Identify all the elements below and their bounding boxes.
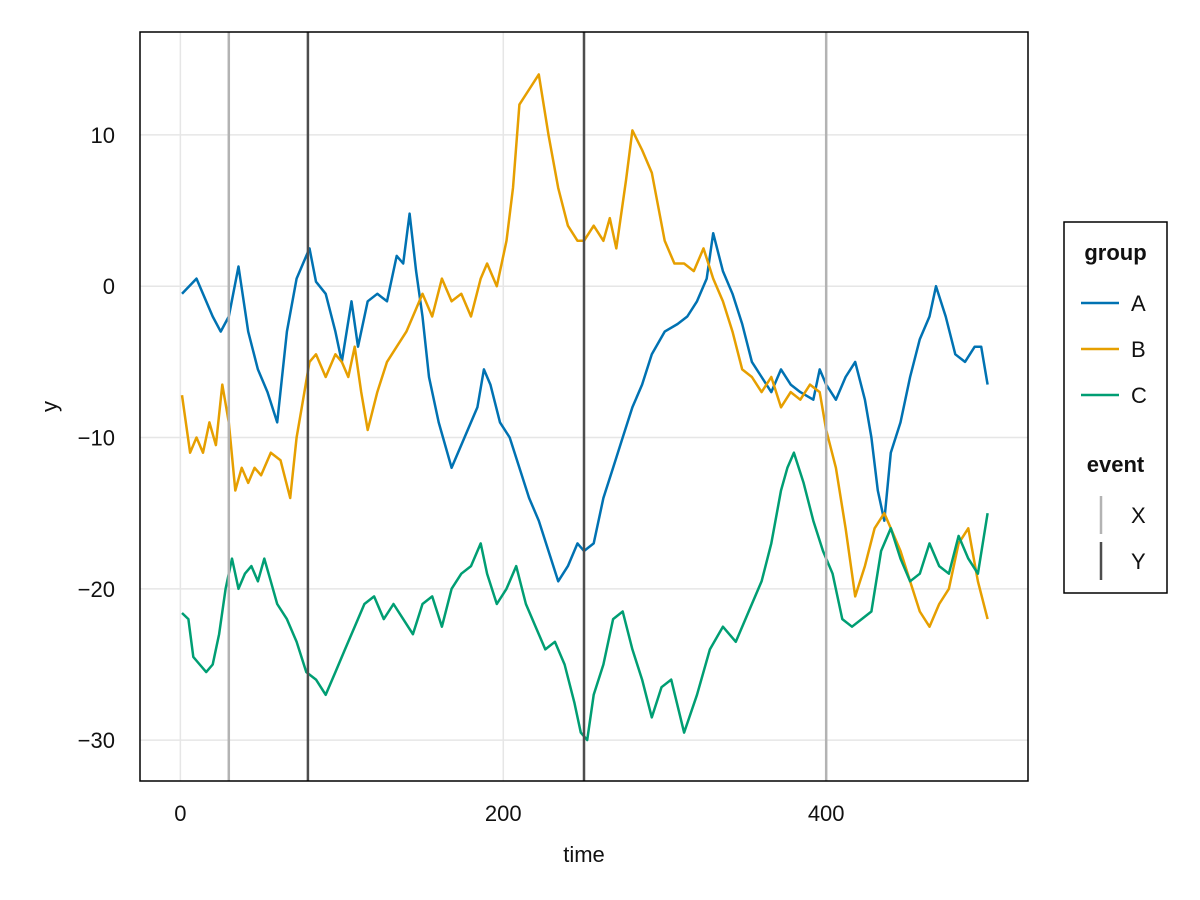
legend-label-a: A xyxy=(1131,291,1146,316)
legend-event-title: event xyxy=(1087,452,1145,477)
event-lines xyxy=(227,32,828,781)
y-tick-label: 0 xyxy=(103,274,115,299)
x-tick-label: 0 xyxy=(174,801,186,826)
plot-frame xyxy=(139,31,1029,782)
y-axis-label: y xyxy=(37,401,62,412)
y-tick-label: 10 xyxy=(91,123,115,148)
x-axis-ticks: 0 200 400 xyxy=(174,801,844,826)
x-tick-label: 200 xyxy=(485,801,522,826)
series-line-b xyxy=(180,73,989,628)
legend-label-y: Y xyxy=(1131,549,1146,574)
legend: group ABC event XY xyxy=(1063,221,1168,594)
legend-group-items: ABC xyxy=(1081,291,1147,408)
y-tick-label: −10 xyxy=(78,426,115,451)
x-tick-label: 400 xyxy=(808,801,845,826)
legend-label-b: B xyxy=(1131,337,1146,362)
y-axis-ticks: 10 0 −10 −20 −30 xyxy=(78,123,115,753)
legend-box xyxy=(1063,221,1168,594)
legend-group-title: group xyxy=(1084,240,1146,265)
legend-label-x: X xyxy=(1131,503,1146,528)
series-line-c xyxy=(181,451,989,742)
legend-label-c: C xyxy=(1131,383,1147,408)
y-tick-label: −20 xyxy=(78,577,115,602)
legend-event-items: XY xyxy=(1099,496,1146,580)
x-axis-label: time xyxy=(563,842,605,867)
y-tick-label: −30 xyxy=(78,728,115,753)
